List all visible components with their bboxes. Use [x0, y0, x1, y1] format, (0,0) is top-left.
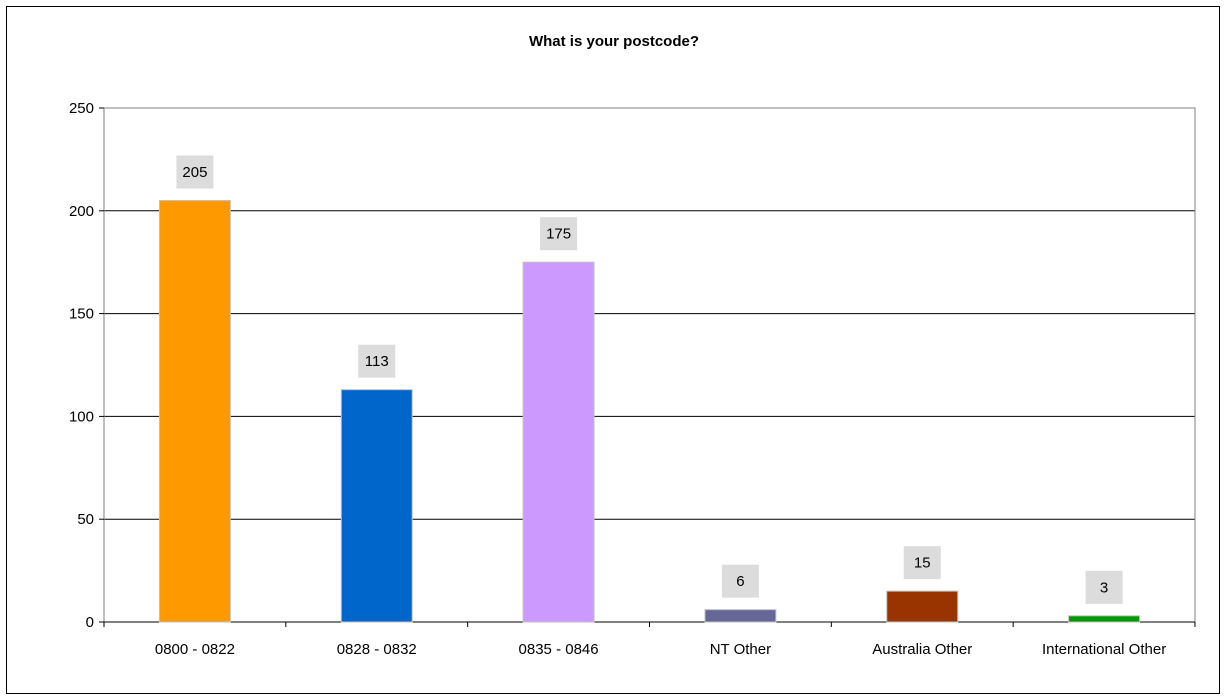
data-label-box — [903, 546, 941, 580]
data-label: 113 — [365, 353, 389, 370]
plot-area — [103, 107, 1196, 623]
data-label: 205 — [182, 164, 207, 181]
x-tick-label: 0800 - 0822 — [155, 641, 235, 658]
data-label-box — [721, 564, 759, 598]
x-tick-label: 0828 - 0832 — [337, 641, 417, 658]
data-label-box — [1085, 570, 1123, 604]
chart-title: What is your postcode? — [529, 33, 699, 50]
y-tick-label: 100 — [69, 408, 94, 425]
y-axis-ticks: 0 50 100 150 200 250 — [69, 100, 1195, 631]
x-tick-label: Australia Other — [872, 641, 972, 658]
bars: 205 113 175 6 15 3 — [158, 155, 1141, 623]
bar — [1068, 615, 1141, 623]
x-axis-ticks: 0800 - 0822 0828 - 0832 0835 - 0846 NT Othe… — [103, 622, 1196, 658]
x-tick-label: 0835 - 0846 — [519, 641, 599, 658]
data-label: 175 — [546, 226, 571, 243]
bar — [704, 609, 777, 623]
x-tick-label: International Other — [1042, 641, 1166, 658]
y-tick-label: 200 — [69, 203, 94, 220]
data-label: 6 — [736, 573, 744, 590]
bar — [886, 590, 959, 623]
bar — [340, 389, 413, 623]
y-tick-label: 250 — [69, 100, 94, 117]
bar — [158, 200, 231, 623]
data-label-box — [358, 344, 396, 378]
data-label-box — [176, 155, 214, 189]
bar — [522, 261, 595, 623]
y-tick-label: 50 — [77, 511, 94, 528]
y-tick-label: 150 — [69, 306, 94, 323]
y-tick-label: 0 — [86, 614, 94, 631]
data-label: 15 — [914, 555, 931, 572]
x-tick-label: NT Other — [710, 641, 771, 658]
data-label: 3 — [1100, 579, 1108, 596]
gridlines — [104, 107, 1195, 520]
data-label-box — [540, 217, 578, 251]
